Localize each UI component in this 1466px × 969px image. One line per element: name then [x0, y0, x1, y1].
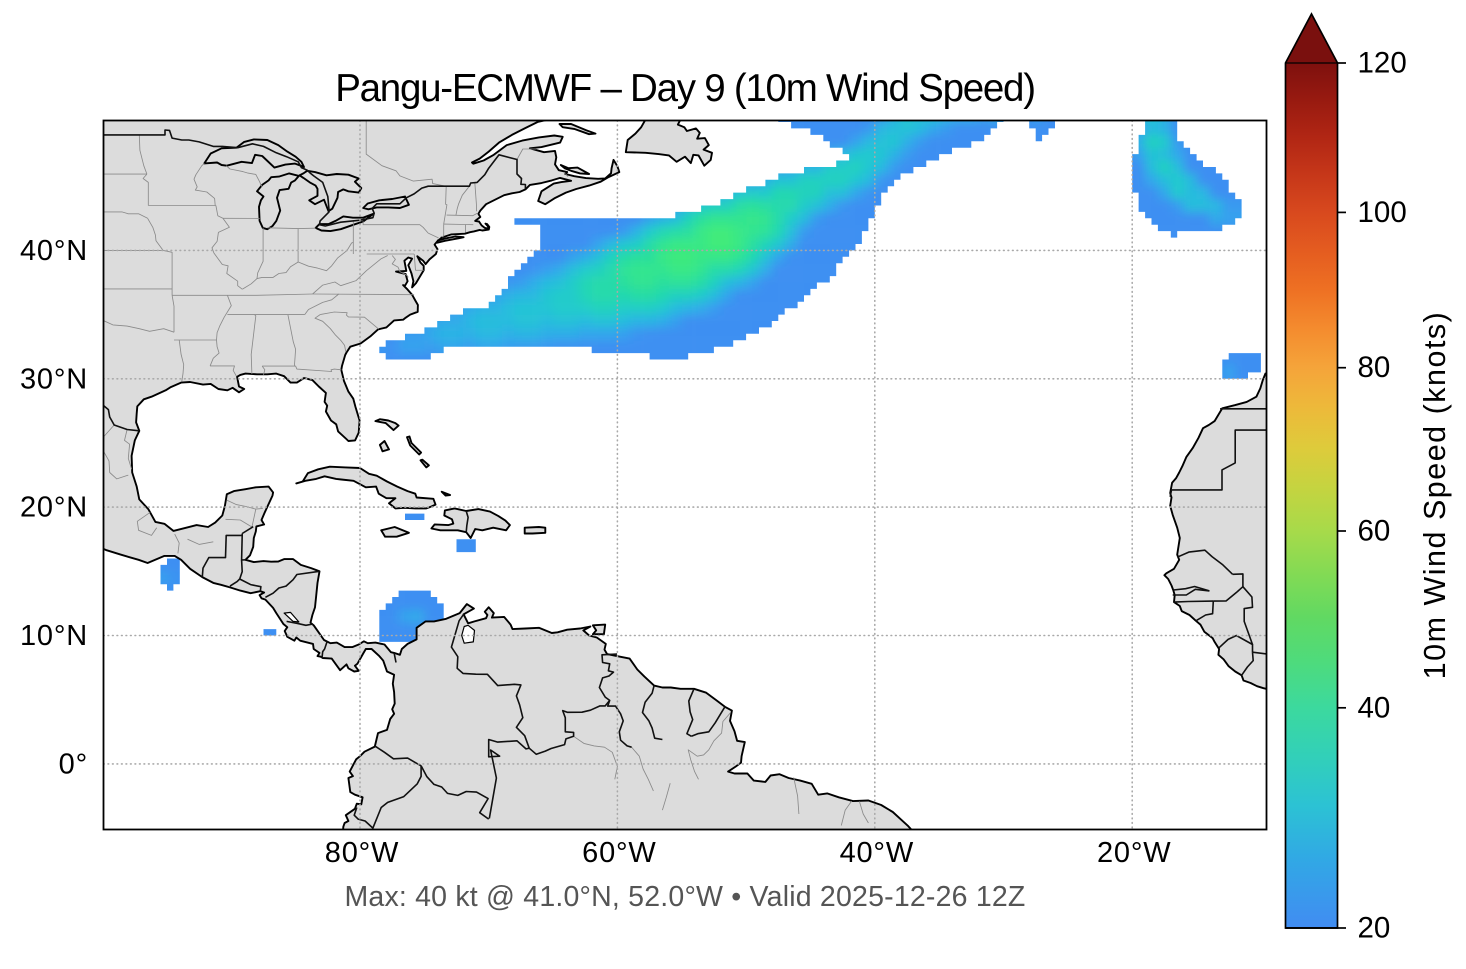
svg-text:0°: 0°	[59, 748, 88, 780]
svg-text:80°W: 80°W	[325, 837, 399, 869]
svg-text:20°W: 20°W	[1097, 837, 1171, 869]
svg-text:40: 40	[1358, 691, 1391, 724]
svg-text:40°N: 40°N	[20, 235, 88, 267]
svg-text:10°N: 10°N	[20, 620, 88, 652]
svg-text:Pangu-ECMWF – Day 9 (10m Wind: Pangu-ECMWF – Day 9 (10m Wind Speed)	[335, 67, 1035, 110]
svg-text:100: 100	[1358, 196, 1407, 229]
svg-text:30°N: 30°N	[20, 363, 88, 395]
svg-text:40°W: 40°W	[840, 837, 914, 869]
svg-text:10m Wind Speed (knots): 10m Wind Speed (knots)	[1418, 311, 1452, 680]
svg-text:60: 60	[1358, 515, 1391, 548]
svg-text:Max: 40 kt @ 41.0°N, 52.0°W •: Max: 40 kt @ 41.0°N, 52.0°W • Valid 2025…	[344, 881, 1025, 913]
svg-text:120: 120	[1358, 47, 1407, 80]
svg-text:80: 80	[1358, 351, 1391, 384]
svg-text:20°N: 20°N	[20, 492, 88, 524]
svg-text:60°W: 60°W	[582, 837, 656, 869]
svg-text:20: 20	[1358, 912, 1391, 945]
